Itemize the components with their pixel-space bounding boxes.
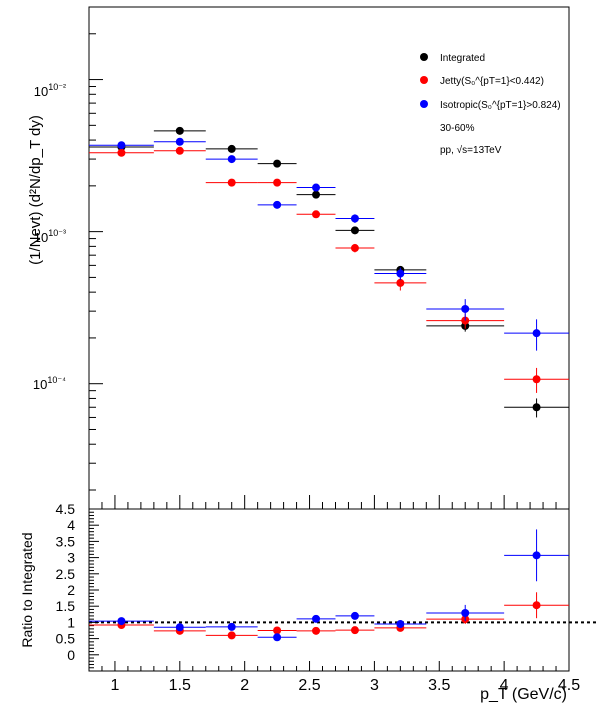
ratio-point-jetty: [312, 626, 321, 635]
top-point-isotropic: [175, 137, 184, 146]
legend-marker-integrated: [420, 53, 428, 61]
ratio-point-jetty: [532, 601, 541, 610]
bottom-y-tick-label: 4.5: [56, 501, 76, 517]
bottom-x-tick-label: 2: [240, 677, 249, 694]
bottom-panel: 00.511.522.533.544.5 1 1.5 2 2.5 3 3.5 4 4.5 Ra…: [19, 501, 598, 703]
top-point-isotropic: [532, 329, 541, 338]
ratio-point-isotropic: [227, 622, 236, 631]
top-point-integrated: [350, 226, 359, 235]
bottom-y-tick-label: 0: [67, 647, 75, 663]
ratio-point-isotropic: [396, 620, 405, 629]
top-point-jetty: [175, 146, 184, 155]
top-y-tick-label: 1010⁻²: [34, 82, 66, 99]
top-point-isotropic: [312, 183, 321, 192]
top-y-axis-title: (1/Nevt) (d²N/dp_T dy): [27, 115, 44, 265]
top-point-isotropic: [227, 155, 236, 164]
bottom-x-tick-label: 3: [370, 677, 379, 694]
top-point-jetty: [227, 178, 236, 187]
bottom-y-tick-label: 2: [67, 582, 75, 598]
top-point-integrated: [273, 159, 282, 168]
top-y-tick-label: 1010⁻⁴: [33, 375, 66, 392]
bottom-y-tick-labels: 00.511.522.533.544.5: [56, 501, 76, 663]
ratio-point-isotropic: [117, 617, 126, 626]
top-point-jetty: [396, 278, 405, 287]
bottom-y-tick-label: 1: [67, 614, 75, 630]
top-point-integrated: [227, 144, 236, 153]
top-y-tick-label: 1010⁻³: [34, 228, 66, 245]
top-point-integrated: [532, 403, 541, 412]
ratio-point-jetty: [227, 631, 236, 640]
bottom-y-tick-label: 2.5: [56, 566, 76, 582]
ratio-point-isotropic: [461, 609, 470, 618]
bottom-axis-ticks: [89, 508, 570, 672]
top-point-isotropic: [350, 214, 359, 223]
ratio-point-isotropic: [312, 614, 321, 623]
top-axis-ticks: [89, 6, 570, 509]
top-panel: 1010⁻² 1010⁻³ 1010⁻⁴ (1/Nevt) (d²N/dp_T …: [27, 6, 570, 510]
bottom-x-tick-label: 4.5: [558, 677, 580, 694]
bottom-x-tick-label: 4: [500, 677, 509, 694]
top-point-integrated: [312, 190, 321, 199]
bottom-x-tick-label: 1: [110, 677, 119, 694]
ratio-point-isotropic: [532, 551, 541, 560]
top-point-jetty: [117, 148, 126, 157]
bottom-x-tick-labels: 1 1.5 2 2.5 3 3.5 4 4.5: [110, 677, 580, 694]
top-point-jetty: [273, 178, 282, 187]
legend-marker-jetty: [420, 76, 428, 84]
ratio-point-jetty: [273, 626, 282, 635]
top-point-jetty: [532, 375, 541, 384]
legend-label-isotropic: Isotropic(S₀^{pT=1}>0.824): [440, 100, 561, 111]
top-point-isotropic: [461, 304, 470, 313]
bottom-x-tick-label: 3.5: [428, 677, 450, 694]
legend-note-centrality: 30-60%: [440, 123, 475, 134]
bottom-y-tick-label: 3: [67, 550, 75, 566]
ratio-point-jetty: [350, 626, 359, 635]
top-point-isotropic: [396, 269, 405, 278]
legend-label-integrated: Integrated: [440, 53, 485, 64]
top-data-points: [89, 126, 569, 418]
ratio-point-isotropic: [350, 611, 359, 620]
legend-note-system: pp, √s=13TeV: [440, 144, 502, 156]
top-point-jetty: [312, 210, 321, 219]
top-point-integrated: [175, 126, 184, 135]
bottom-x-tick-label: 2.5: [298, 677, 320, 694]
bottom-y-tick-label: 4: [67, 517, 75, 533]
x-axis-title: p_T (GeV/c): [480, 686, 567, 703]
bottom-y-axis-title: Ratio to Integrated: [19, 532, 35, 647]
bottom-x-tick-label: 1.5: [169, 677, 191, 694]
legend-label-jetty: Jetty(S₀^{pT=1}<0.442): [440, 76, 544, 87]
ratio-point-isotropic: [273, 633, 282, 642]
bottom-data-points: [89, 529, 569, 642]
top-point-isotropic: [117, 141, 126, 150]
top-point-isotropic: [273, 200, 282, 209]
bottom-y-tick-label: 0.5: [56, 631, 76, 647]
bottom-y-tick-label: 1.5: [56, 598, 76, 614]
ratio-point-isotropic: [175, 623, 184, 632]
top-point-jetty: [350, 244, 359, 253]
legend-marker-isotropic: [420, 100, 428, 108]
bottom-y-tick-label: 3.5: [56, 533, 76, 549]
legend: Integrated Jetty(S₀^{pT=1}<0.442) Isotro…: [420, 53, 561, 156]
